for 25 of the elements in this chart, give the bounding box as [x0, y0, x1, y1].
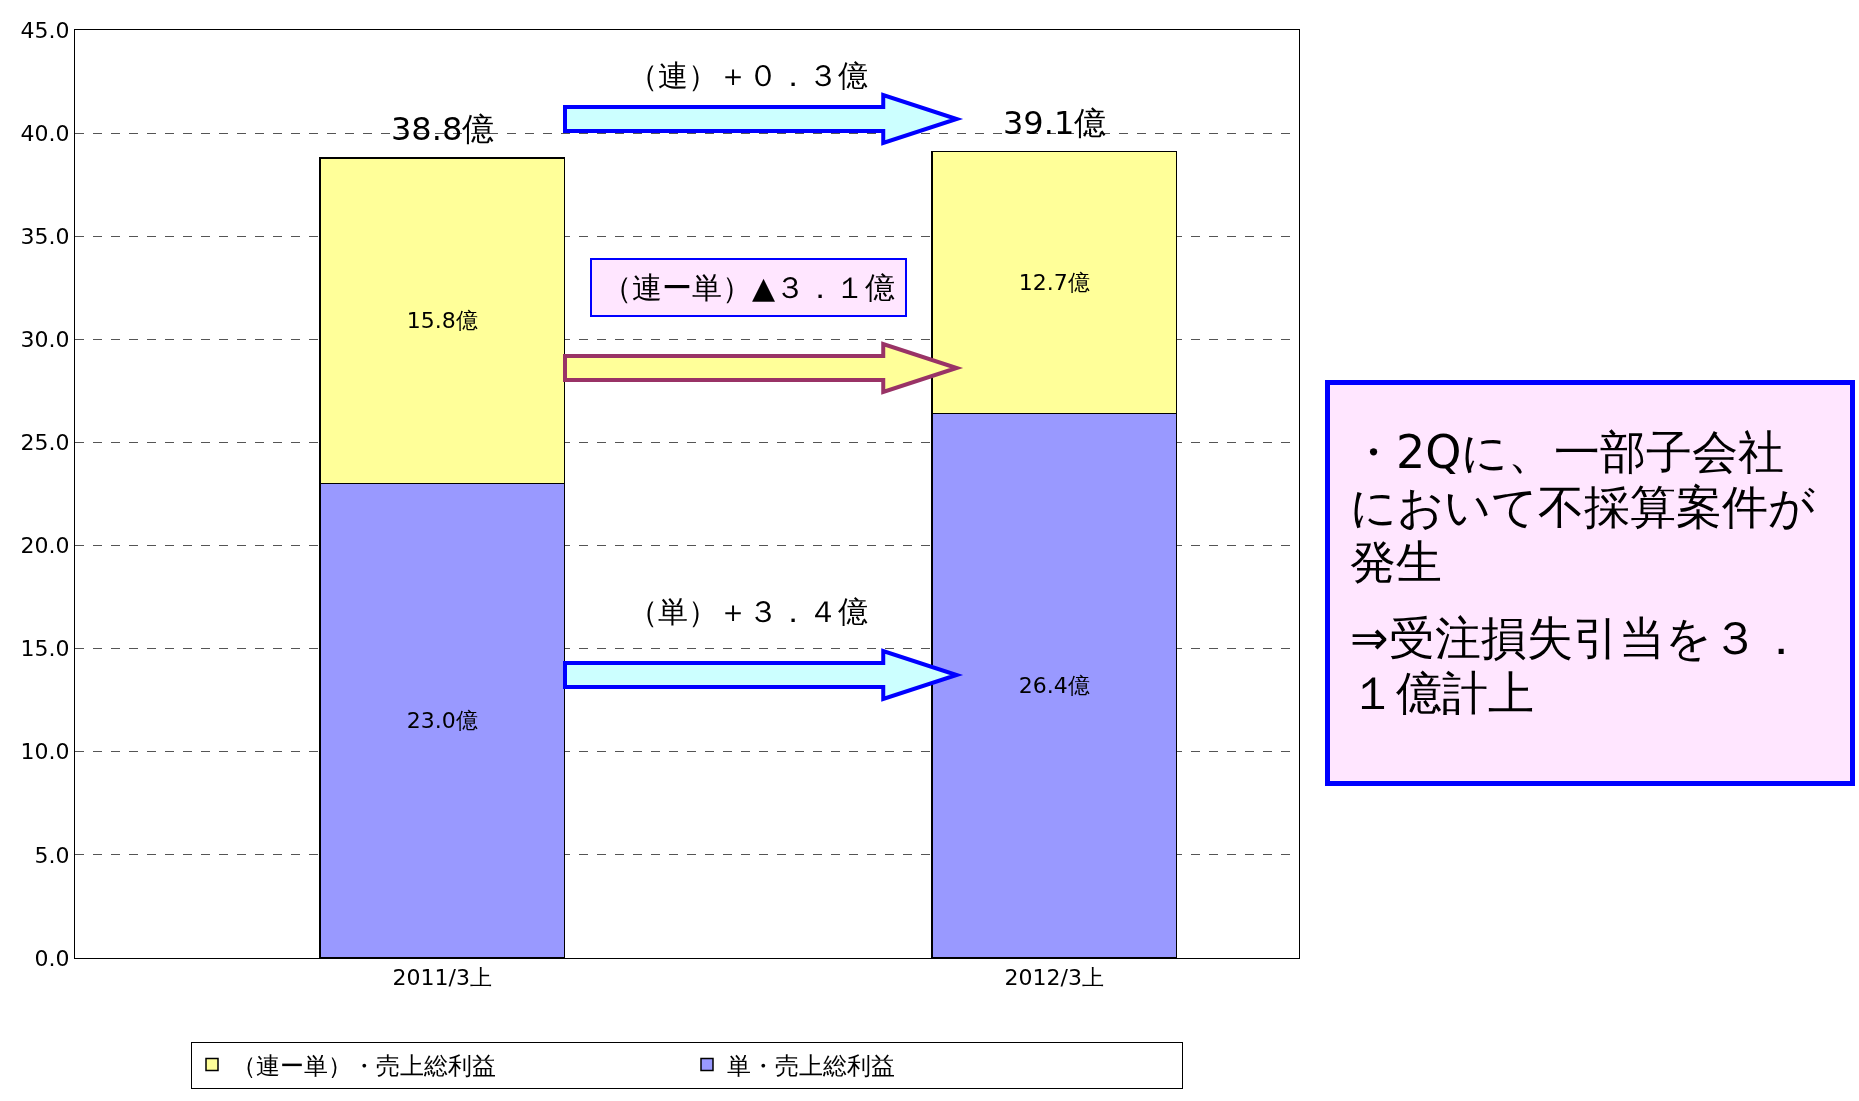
x-tick-label: 2011/3上: [392, 965, 492, 991]
y-tick-label: 40.0: [20, 120, 70, 146]
y-tick-label: 30.0: [20, 327, 70, 353]
text: ・2Qに、一部子会社において不採算案件が発生: [1350, 425, 1816, 591]
annotation: （単）＋３．４億: [628, 594, 868, 629]
y-tick-label: 0.0: [34, 945, 70, 971]
legend-label: （連ー単）・売上総利益: [232, 1051, 496, 1080]
y-tick-label: 5.0: [34, 842, 70, 868]
total-label: 39.1億: [1003, 104, 1107, 142]
y-tick-label: 15.0: [20, 636, 70, 662]
annotation: （連ー単）▲３．１億: [602, 270, 896, 305]
y-tick-label: 35.0: [20, 223, 70, 249]
x-tick-label: 2012/3上: [1004, 965, 1104, 991]
legend-label: 単・売上総利益: [727, 1051, 895, 1080]
data-label: 15.8億: [406, 308, 478, 334]
y-tick-label: 25.0: [20, 430, 70, 456]
y-tick-label: 10.0: [20, 739, 70, 765]
y-tick-label: 45.0: [20, 17, 70, 43]
data-label: 26.4億: [1018, 673, 1090, 699]
total-label: 38.8億: [391, 110, 495, 148]
text: ⇒受注損失引当を３．１億計上: [1350, 610, 1805, 721]
y-tick-label: 20.0: [20, 533, 70, 559]
annotation: （連）＋０．３億: [628, 58, 868, 93]
data-label: 12.7億: [1018, 270, 1090, 296]
data-label: 23.0億: [406, 708, 478, 734]
